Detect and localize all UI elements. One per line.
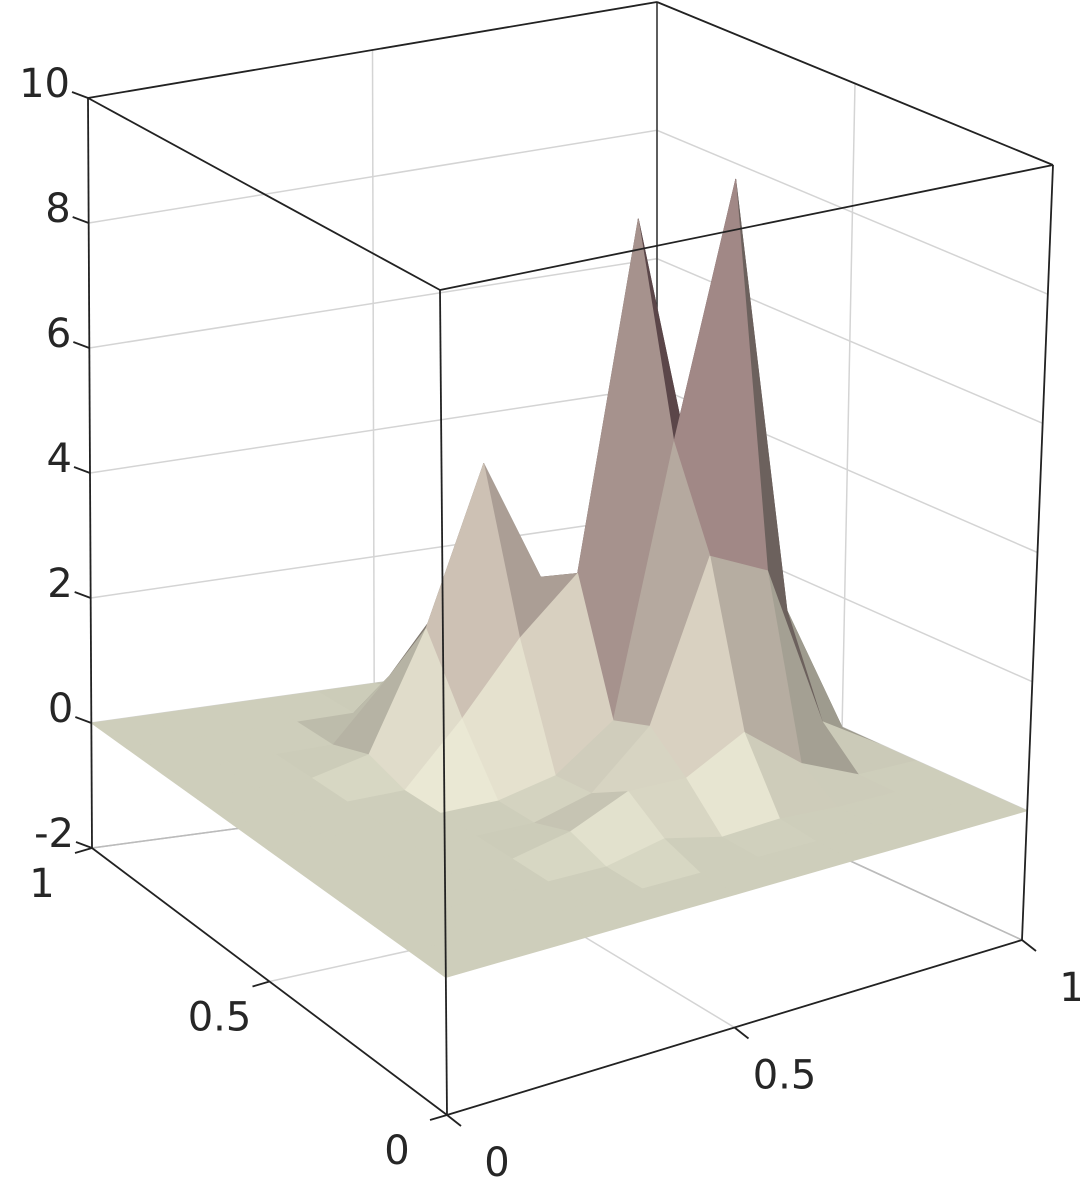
z-tick (71, 91, 89, 99)
x-tick (446, 1114, 462, 1127)
box-edge (87, 1, 658, 99)
z-tick-label: 2 (47, 561, 72, 607)
box-edge (87, 97, 441, 291)
z-tick-label: 4 (47, 436, 72, 482)
grid-line (89, 257, 1043, 424)
x-tick (733, 1026, 750, 1040)
y-tick (252, 980, 270, 988)
x-tick-label: 1 (1059, 965, 1080, 1011)
grid-line (88, 129, 1049, 295)
box-edge (439, 164, 1054, 291)
z-tick (75, 841, 93, 849)
y-tick-label: 0 (384, 1128, 409, 1174)
box-edge (439, 289, 448, 1116)
z-tick-label: 10 (19, 61, 70, 107)
grid-line (89, 386, 1038, 554)
z-tick (73, 341, 90, 349)
z-tick (74, 591, 91, 599)
surface-patch (409, 935, 505, 978)
z-tick-label: 8 (45, 186, 70, 232)
z-tick-label: 0 (48, 686, 73, 732)
grid-line (87, 97, 448, 1116)
box-edge (1021, 164, 1054, 941)
z-tick-label: 6 (46, 311, 71, 357)
x-tick (1021, 939, 1037, 952)
y-tick-label: 0.5 (188, 995, 252, 1041)
z-tick (75, 716, 92, 724)
y-tick (429, 1114, 448, 1121)
x-tick-label: 0 (484, 1140, 509, 1184)
box-edge (656, 1, 1054, 166)
y-tick-label: 1 (29, 861, 54, 907)
grid-line (87, 1, 1054, 166)
z-tick-label: -2 (34, 811, 74, 857)
x-tick-label: 0.5 (753, 1053, 817, 1099)
y-tick (74, 847, 93, 854)
z-tick (73, 466, 91, 474)
z-tick (72, 216, 89, 224)
